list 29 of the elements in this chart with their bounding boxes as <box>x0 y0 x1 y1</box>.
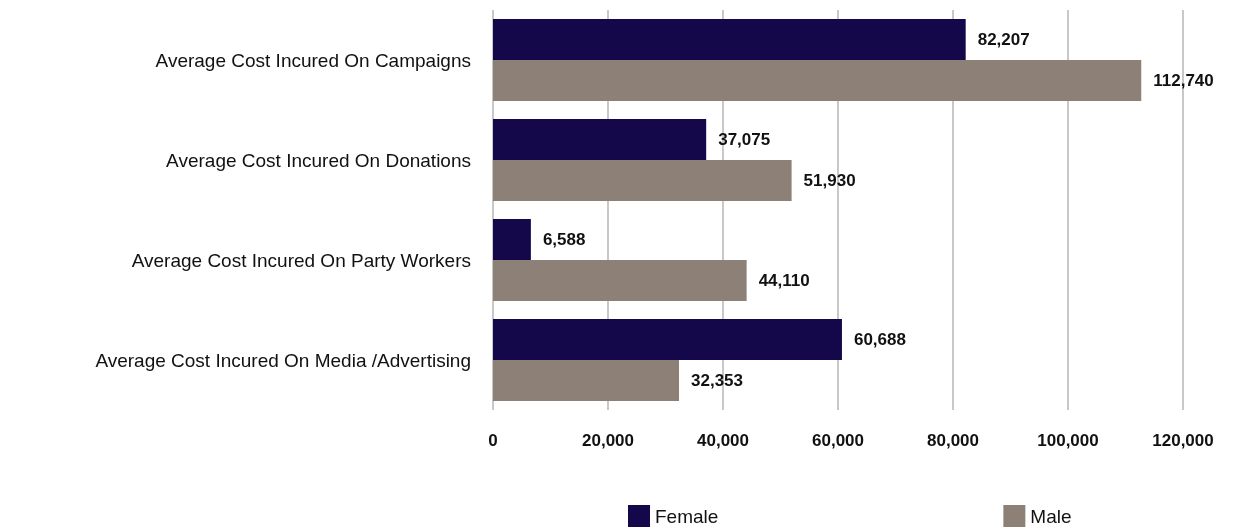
bar <box>493 360 680 401</box>
legend-label: Female <box>655 505 719 527</box>
x-tick-label: 80,000 <box>927 431 979 450</box>
x-tick-label: 120,000 <box>1152 431 1214 450</box>
data-label: 32,353 <box>691 371 744 390</box>
x-tick-label: 0 <box>488 431 498 450</box>
data-label: 60,688 <box>853 330 906 349</box>
bar <box>493 160 792 201</box>
y-tick-label: Average Cost Incured On Media /Advertising <box>95 349 471 371</box>
y-tick-label: Average Cost Incured On Donations <box>166 149 471 171</box>
data-label: 112,740 <box>1153 71 1214 90</box>
data-label: 37,075 <box>718 130 771 149</box>
data-label: 44,110 <box>758 271 810 290</box>
y-tick-label: Average Cost Incured On Party Workers <box>131 249 471 271</box>
data-label: 6,588 <box>542 230 586 249</box>
x-tick-label: 40,000 <box>697 431 749 450</box>
data-label: 82,207 <box>977 30 1030 49</box>
bar <box>493 60 1142 101</box>
data-label: 51,930 <box>803 171 856 190</box>
y-tick-label: Average Cost Incured On Campaigns <box>155 49 471 71</box>
bar <box>493 19 966 60</box>
x-tick-label: 60,000 <box>812 431 864 450</box>
x-tick-label: 100,000 <box>1037 431 1099 450</box>
bar <box>493 119 707 160</box>
bar <box>493 260 747 301</box>
x-tick-label: 20,000 <box>582 431 634 450</box>
legend-label: Male <box>1030 505 1072 527</box>
bar <box>493 319 842 360</box>
bar <box>493 219 531 260</box>
